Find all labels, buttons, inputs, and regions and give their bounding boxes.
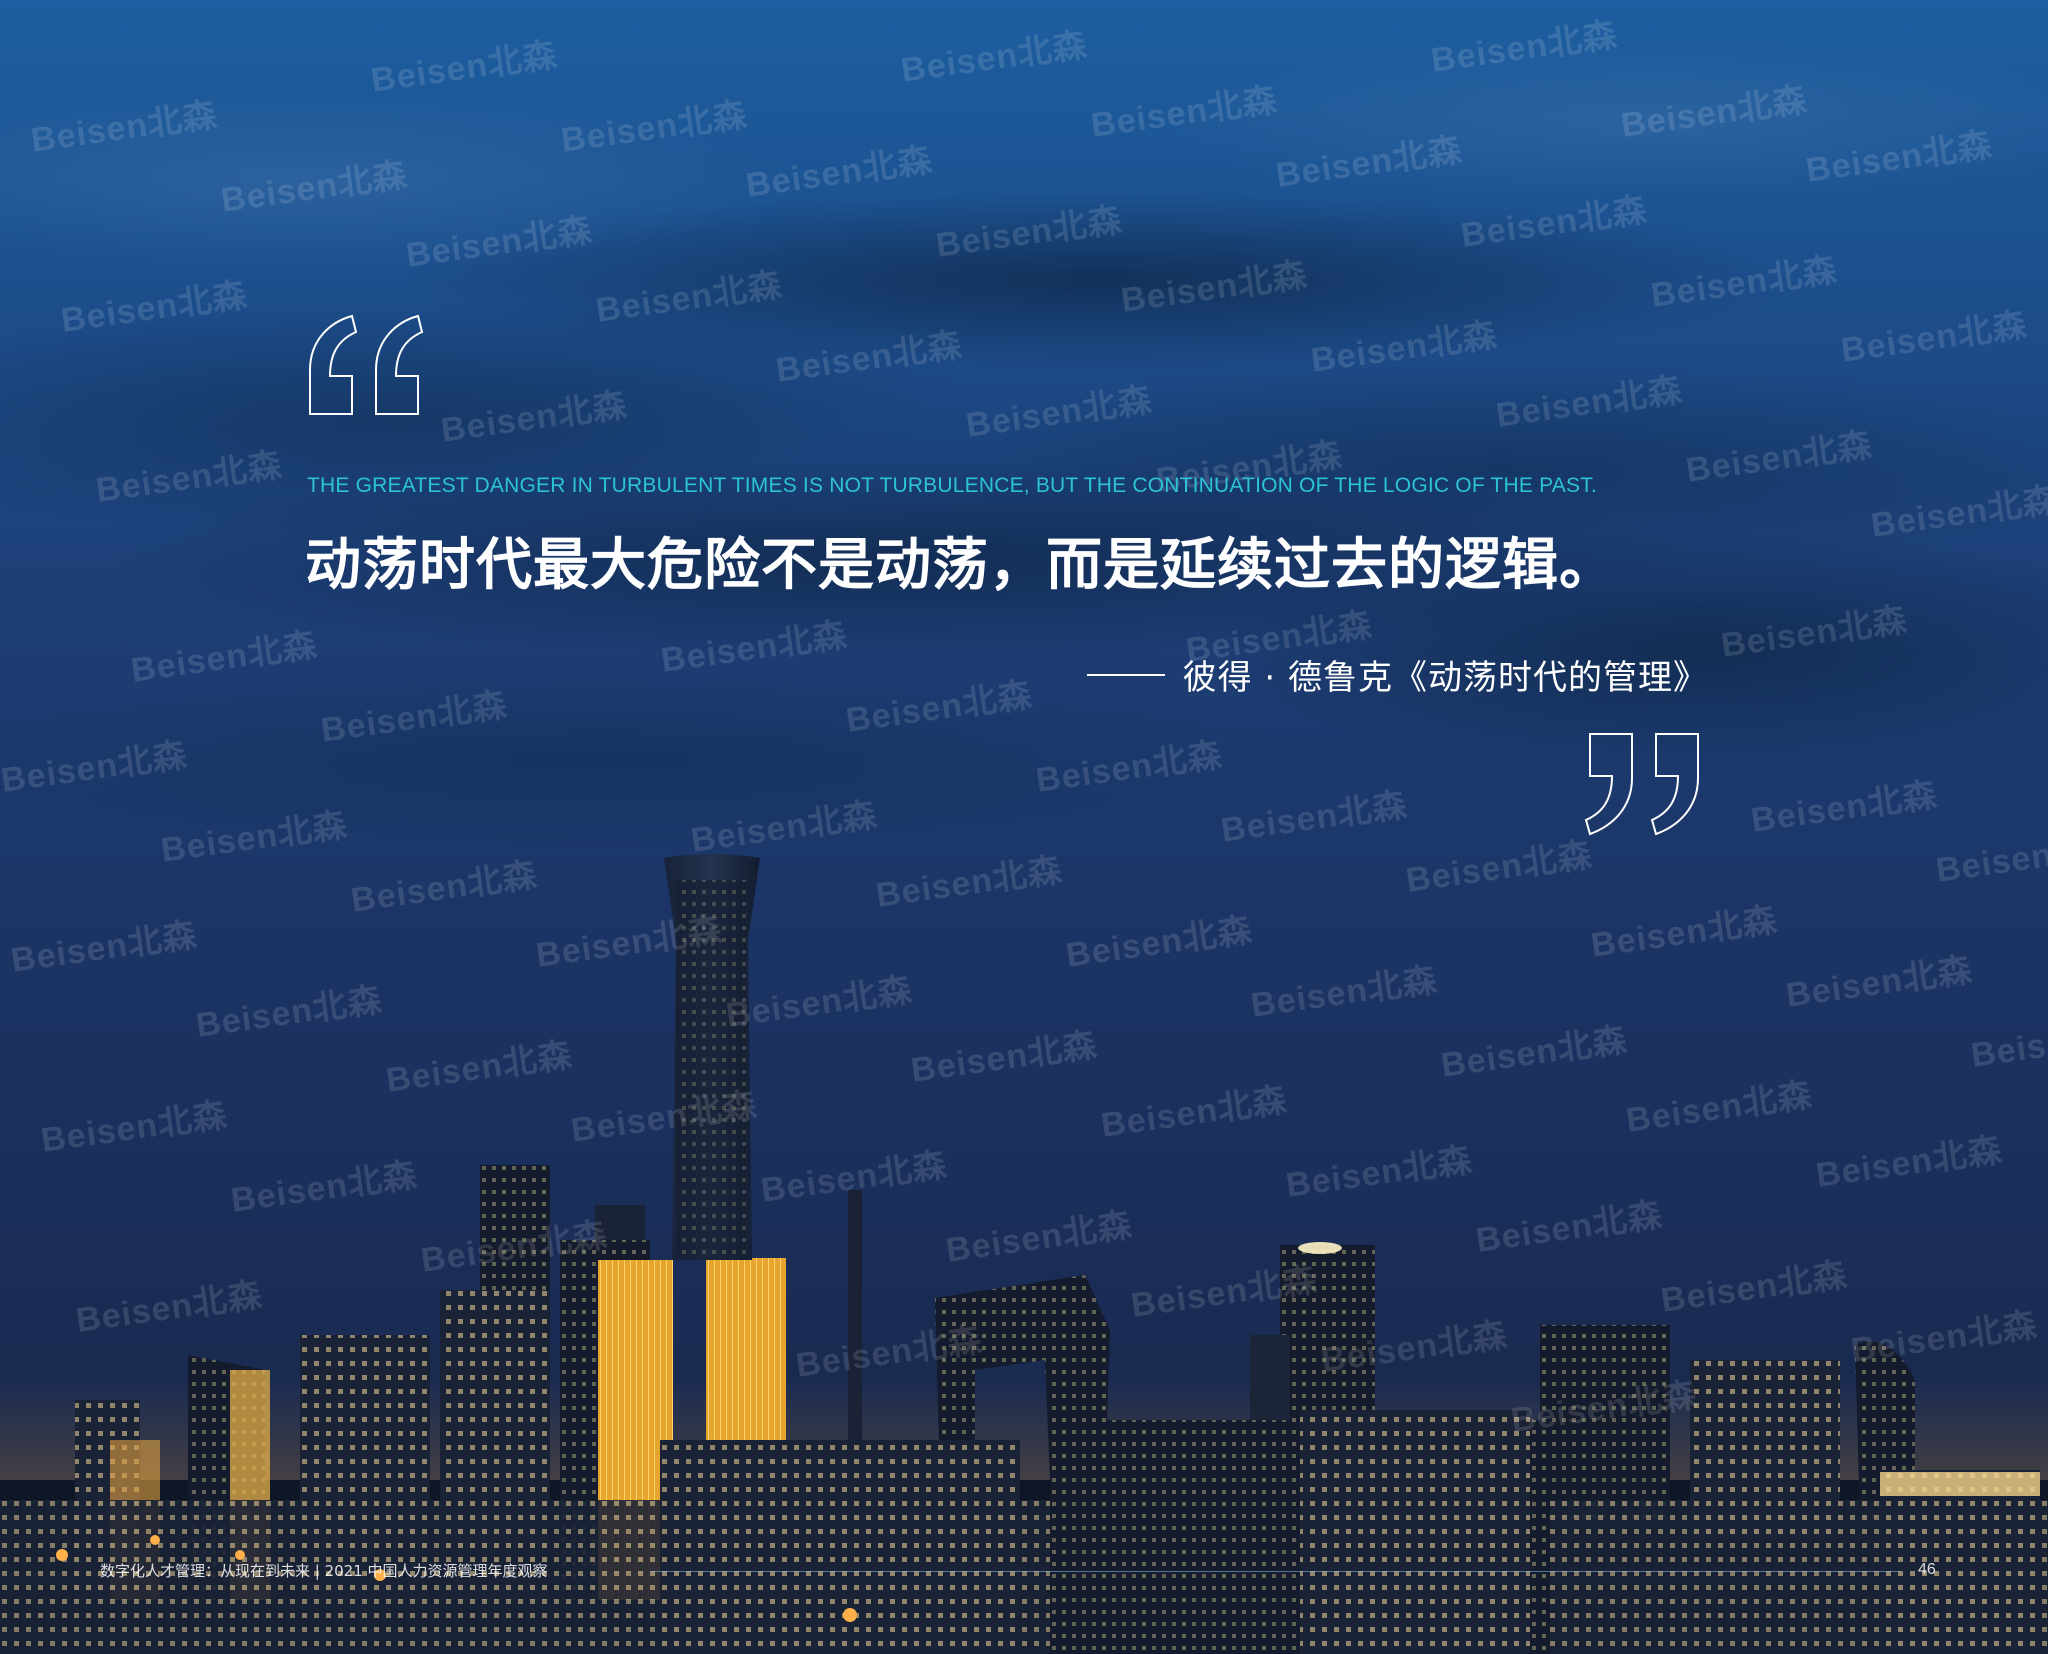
open-quote-icon <box>309 314 424 415</box>
quote-attribution: 彼得 · 德鲁克《动荡时代的管理》 <box>1086 650 1708 699</box>
footer-report-title: 数字化人才管理：从现在到未来 | 2021 中国人力资源管理年度观察 <box>100 1562 548 1580</box>
page-number: 46 <box>1918 1561 1936 1578</box>
attribution-dash <box>1086 673 1165 676</box>
sky-clouds <box>0 40 2048 850</box>
close-quote-icon <box>1584 733 1699 836</box>
footer-divider <box>650 1571 1900 1572</box>
quote-chinese: 动荡时代最大危险不是动荡，而是延续过去的逻辑。 <box>305 533 1616 598</box>
attribution-text: 彼得 · 德鲁克《动荡时代的管理》 <box>1182 658 1708 698</box>
quote-english: THE GREATEST DANGER IN TURBULENT TIMES I… <box>307 474 1597 497</box>
